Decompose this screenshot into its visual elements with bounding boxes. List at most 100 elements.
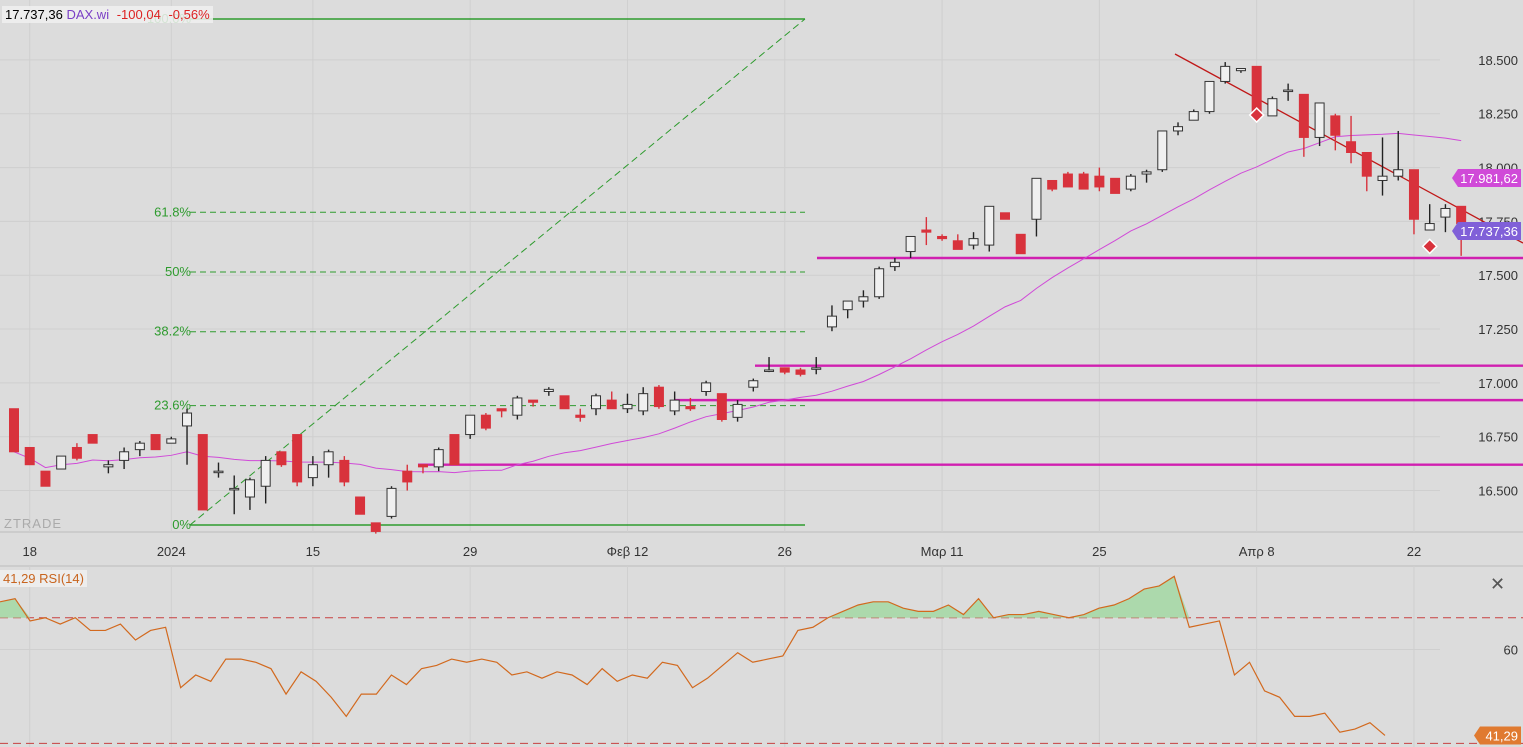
candle-body bbox=[1424, 223, 1435, 231]
symbol-name: DAX.wi bbox=[66, 7, 110, 22]
fib-label: 61.8% bbox=[154, 204, 191, 219]
candle-body bbox=[842, 300, 853, 311]
candle-body bbox=[292, 434, 303, 483]
candle-body bbox=[952, 240, 963, 250]
candle-body bbox=[999, 212, 1010, 220]
candle-body bbox=[1125, 175, 1136, 190]
time-tick-label: 26 bbox=[778, 544, 792, 559]
candle-body bbox=[779, 367, 790, 373]
price-tick-label: 17.500 bbox=[1478, 268, 1518, 283]
candle-body bbox=[1267, 98, 1278, 117]
candle-body bbox=[1440, 207, 1451, 218]
candle-body bbox=[905, 235, 916, 253]
ma-price-tag-text: 17.981,62 bbox=[1460, 171, 1518, 186]
candle-body bbox=[606, 399, 617, 410]
candle-body bbox=[1298, 93, 1309, 138]
price-tick-label: 17.250 bbox=[1478, 322, 1518, 337]
candle-body bbox=[1031, 177, 1042, 220]
fib-label: 50% bbox=[165, 264, 191, 279]
price-tick-label: 16.750 bbox=[1478, 430, 1518, 445]
candle-body bbox=[182, 412, 193, 427]
rsi-line bbox=[0, 575, 1386, 736]
candle-body bbox=[937, 235, 948, 240]
price-tick-label: 18.250 bbox=[1478, 107, 1518, 122]
candle-body bbox=[811, 367, 822, 370]
candle-body bbox=[764, 369, 775, 372]
candle-body bbox=[1361, 151, 1372, 177]
candle-body bbox=[496, 408, 507, 412]
candle-body bbox=[591, 395, 602, 410]
candle-body bbox=[748, 380, 759, 388]
ma-price-tag bbox=[1452, 169, 1521, 187]
fib-label: 0% bbox=[172, 517, 191, 532]
candle-body bbox=[1235, 68, 1246, 72]
candle-body bbox=[1188, 111, 1199, 121]
candle-body bbox=[213, 470, 224, 474]
rsi-value-text: 41,29 bbox=[1485, 728, 1518, 743]
price-tick-label: 16.500 bbox=[1478, 484, 1518, 499]
rsi-label: 41,29 RSI(14) bbox=[0, 570, 87, 587]
candle-body bbox=[1220, 65, 1231, 82]
candle-body bbox=[244, 479, 255, 498]
candle-body bbox=[386, 487, 397, 517]
candle-body bbox=[874, 268, 885, 298]
candle-body bbox=[433, 449, 444, 468]
candle-body bbox=[1283, 89, 1294, 93]
candle-body bbox=[150, 434, 161, 451]
candle-body bbox=[968, 238, 979, 246]
candle-body bbox=[512, 397, 523, 416]
time-tick-label: 22 bbox=[1407, 544, 1421, 559]
candle-body bbox=[197, 434, 208, 511]
candle-body bbox=[826, 315, 837, 328]
rsi-overbought-fill bbox=[0, 576, 1385, 618]
candle-body bbox=[1173, 126, 1184, 132]
signal-marker bbox=[1421, 238, 1438, 255]
candle-body bbox=[543, 388, 554, 393]
candle-body bbox=[984, 205, 995, 246]
candle-body bbox=[40, 470, 51, 487]
time-tick-label: 2024 bbox=[157, 544, 186, 559]
candle-body bbox=[1078, 173, 1089, 190]
candle-body bbox=[229, 487, 240, 491]
candle-body bbox=[1314, 102, 1325, 138]
candle-body bbox=[355, 496, 366, 515]
candle-body bbox=[339, 459, 350, 483]
candle-body bbox=[732, 403, 743, 418]
fib-label: 23.6% bbox=[154, 398, 191, 413]
candle-body bbox=[1377, 175, 1388, 181]
candle-body bbox=[653, 386, 664, 408]
candle-body bbox=[1330, 115, 1341, 136]
candle-body bbox=[921, 229, 932, 233]
time-tick-label: Μαρ 11 bbox=[921, 544, 964, 559]
candle-body bbox=[402, 470, 413, 483]
candle-body bbox=[417, 464, 428, 468]
candle-body bbox=[134, 442, 145, 451]
candle-body bbox=[1062, 173, 1073, 188]
candle-body bbox=[449, 434, 460, 466]
rsi-value-tag bbox=[1474, 726, 1521, 745]
candle-body bbox=[858, 296, 869, 302]
candle-body bbox=[1094, 175, 1105, 188]
candle-body bbox=[622, 403, 633, 410]
signal-marker bbox=[1248, 106, 1265, 124]
candle-body bbox=[1456, 205, 1467, 225]
close-icon[interactable]: ✕ bbox=[1490, 574, 1506, 594]
rsi-tick-label: 60 bbox=[1504, 643, 1518, 658]
candle-body bbox=[575, 414, 586, 418]
price-change: -100,04 bbox=[116, 7, 161, 22]
candle-body bbox=[1110, 177, 1121, 194]
candle-body bbox=[889, 261, 900, 268]
candle-body bbox=[1408, 169, 1419, 220]
candle-body bbox=[1393, 169, 1404, 177]
last-price: 17.737,36 bbox=[5, 7, 63, 22]
last-price-tag-text: 17.737,36 bbox=[1460, 224, 1518, 239]
candle-body bbox=[260, 459, 271, 487]
time-tick-label: 29 bbox=[463, 544, 477, 559]
candle-body bbox=[795, 369, 806, 375]
time-tick-label: Φεβ 12 bbox=[607, 544, 649, 559]
candle-body bbox=[1015, 233, 1026, 255]
candle-body bbox=[370, 522, 381, 532]
candle-body bbox=[103, 464, 114, 468]
price-tick-label: 18.500 bbox=[1478, 53, 1518, 68]
